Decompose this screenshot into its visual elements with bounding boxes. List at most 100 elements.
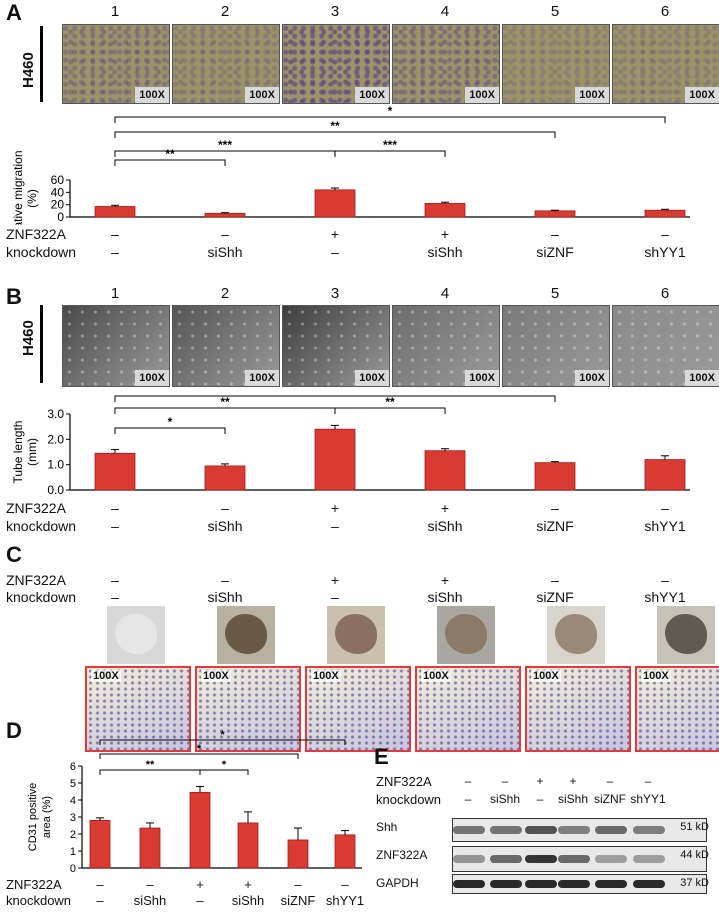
cd31-stain: 100X xyxy=(415,666,521,752)
significance-label: *** xyxy=(383,138,397,152)
znf-status: + xyxy=(569,774,577,788)
znf-status: – xyxy=(221,226,229,242)
blot-size-label: 44 kD xyxy=(680,849,709,861)
significance-bracket xyxy=(114,131,556,138)
knockdown-value: – xyxy=(96,893,104,908)
lane-number: 6 xyxy=(660,285,670,302)
blot-band xyxy=(633,880,665,888)
kd-row-label-b: knockdown xyxy=(6,518,77,534)
blot-band xyxy=(558,826,590,834)
magnification-label: 100X xyxy=(91,670,121,682)
y-tick-label: 1 xyxy=(70,846,76,858)
knockdown-value: siShh xyxy=(427,589,463,605)
tube-chart: Tube length (mm)0.01.02.03.0*** *** xyxy=(11,390,690,497)
panel-label-a: A xyxy=(6,0,22,25)
significance-bracket xyxy=(114,395,556,402)
znf-status: – xyxy=(221,500,229,516)
cd31-stain: 100X xyxy=(305,666,411,752)
bar xyxy=(644,209,686,218)
tumor-photo xyxy=(327,606,385,664)
magnification-label: 100X xyxy=(135,370,169,386)
blot-band xyxy=(453,826,485,834)
micrograph: 100X xyxy=(392,305,500,387)
y-axis-label: Tube length xyxy=(11,421,25,484)
panel-label-c: C xyxy=(6,542,22,567)
kd-row-label-e: knockdown xyxy=(376,792,442,807)
znf-status: – xyxy=(606,774,614,788)
znf-row-label-e: ZNF322A xyxy=(376,774,432,789)
blot-band xyxy=(453,855,485,863)
knockdown-value: siZNF xyxy=(536,244,574,260)
bar xyxy=(204,212,246,218)
magnification-label: 100X xyxy=(575,87,609,103)
significance-label: ** xyxy=(385,395,395,409)
blot-protein-label: Shh xyxy=(376,820,398,834)
significance-bracket xyxy=(114,116,666,123)
knockdown-value: siShh xyxy=(427,518,463,534)
znf-status: + xyxy=(440,500,450,516)
cd31-stain: 100X xyxy=(525,666,631,752)
bar xyxy=(139,827,161,869)
magnification-label: 100X xyxy=(575,370,609,386)
znf-status: + xyxy=(244,877,252,892)
znf-status: – xyxy=(96,877,104,892)
y-tick-label: 60 xyxy=(51,173,65,187)
blot-band xyxy=(595,880,627,888)
magnification-label: 100X xyxy=(355,370,389,386)
knockdown-value: shYY1 xyxy=(644,244,686,260)
tumor-photo xyxy=(437,606,495,664)
significance-bracket xyxy=(334,150,446,157)
bar xyxy=(237,822,259,869)
bar xyxy=(94,206,136,218)
knockdown-value: siZNF xyxy=(280,893,316,908)
knockdown-value: siShh xyxy=(207,244,243,260)
blot-band xyxy=(490,855,522,863)
micrograph: 100X xyxy=(172,24,280,104)
y-tick-label: 0 xyxy=(57,210,64,224)
y-tick-label: 0.0 xyxy=(47,483,64,497)
znf-status: + xyxy=(536,774,544,788)
y-axis-label: area (%) xyxy=(41,796,53,838)
bar xyxy=(89,820,111,869)
tumor-photo xyxy=(547,606,605,664)
significance-label: * xyxy=(168,415,173,429)
blot-band xyxy=(595,826,627,834)
lane-number: 3 xyxy=(330,285,340,302)
knockdown-value: siShh xyxy=(489,792,521,806)
znf-status: – xyxy=(501,774,509,788)
znf-status: – xyxy=(551,500,559,516)
kd-row-label-c: knockdown xyxy=(6,589,77,605)
tumor-photo xyxy=(217,606,275,664)
knockdown-value: siShh xyxy=(231,893,265,908)
magnification-label: 100X xyxy=(421,670,451,682)
znf-row-label-b: ZNF322A xyxy=(6,500,66,516)
cd31-stain: 100X xyxy=(635,666,719,752)
significance-bracket xyxy=(99,739,346,745)
magnification-label: 100X xyxy=(135,87,169,103)
tumor-mass xyxy=(335,614,377,654)
blot-strip xyxy=(452,846,707,872)
micrograph: 100X xyxy=(392,24,500,104)
blot-band xyxy=(558,855,590,863)
lane-number: 1 xyxy=(110,3,120,20)
tumor-mass xyxy=(225,614,267,654)
cell-line-label-a: H460 xyxy=(20,52,37,88)
tumor-photo xyxy=(107,606,165,664)
y-tick-label: 6 xyxy=(70,761,76,773)
knockdown-value: siZNF xyxy=(536,518,574,534)
blot-protein-label: ZNF322A xyxy=(376,848,428,862)
cell-line-bar-a xyxy=(40,26,43,102)
blot-band xyxy=(490,826,522,834)
bar xyxy=(314,189,356,218)
knockdown-value: – xyxy=(111,518,119,534)
panel-label-b: B xyxy=(6,284,22,309)
knockdown-value: shYY1 xyxy=(630,792,666,806)
magnification-label: 100X xyxy=(685,370,719,386)
knockdown-value: – xyxy=(331,518,339,534)
y-tick-label: 3.0 xyxy=(47,407,64,421)
micrograph: 100X xyxy=(62,24,170,104)
knockdown-value: – xyxy=(331,244,339,260)
panel-label-e: E xyxy=(374,744,389,769)
znf-status: + xyxy=(440,572,450,588)
micrograph: 100X xyxy=(612,305,719,387)
